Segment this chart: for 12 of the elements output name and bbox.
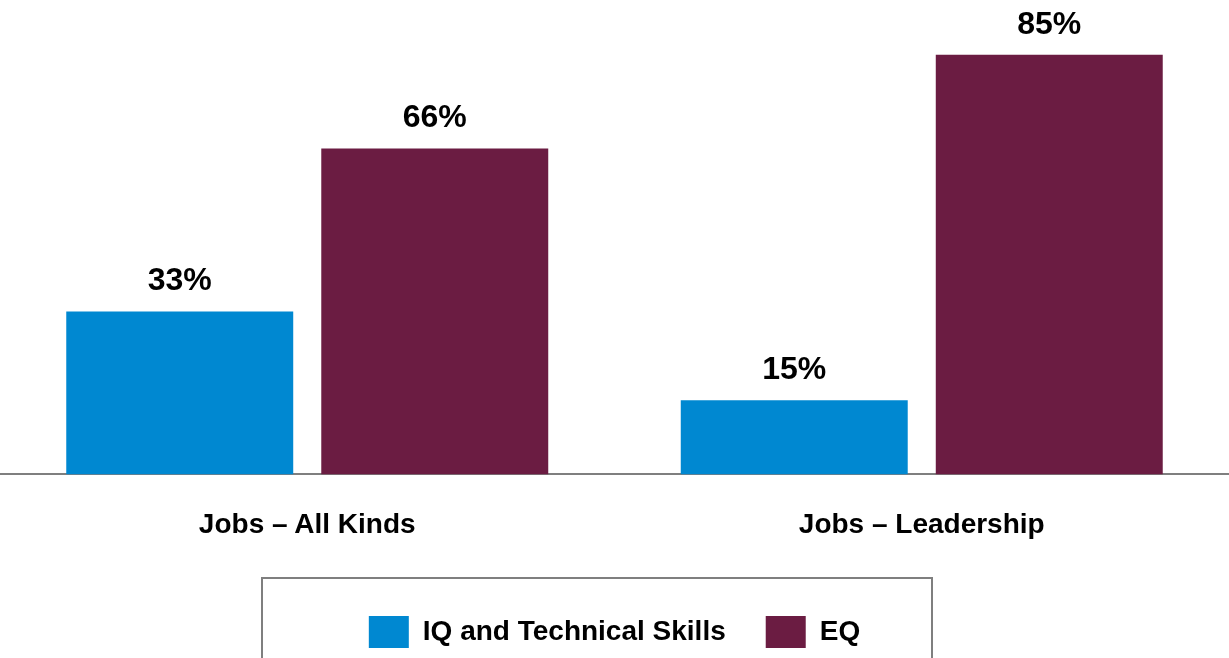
data-label: 15% [762, 350, 827, 387]
data-label: 33% [147, 261, 212, 298]
data-label: 85% [1017, 4, 1082, 41]
legend-label: EQ [819, 614, 861, 646]
x-tick-label: Jobs – All Kinds [198, 507, 416, 539]
bar [935, 54, 1163, 475]
bar [66, 311, 294, 475]
data-label: 66% [402, 98, 467, 135]
bar [680, 400, 908, 475]
bar [321, 148, 549, 475]
x-tick-label: Jobs – Leadership [798, 507, 1045, 539]
legend-label: IQ and Technical Skills [422, 614, 726, 646]
